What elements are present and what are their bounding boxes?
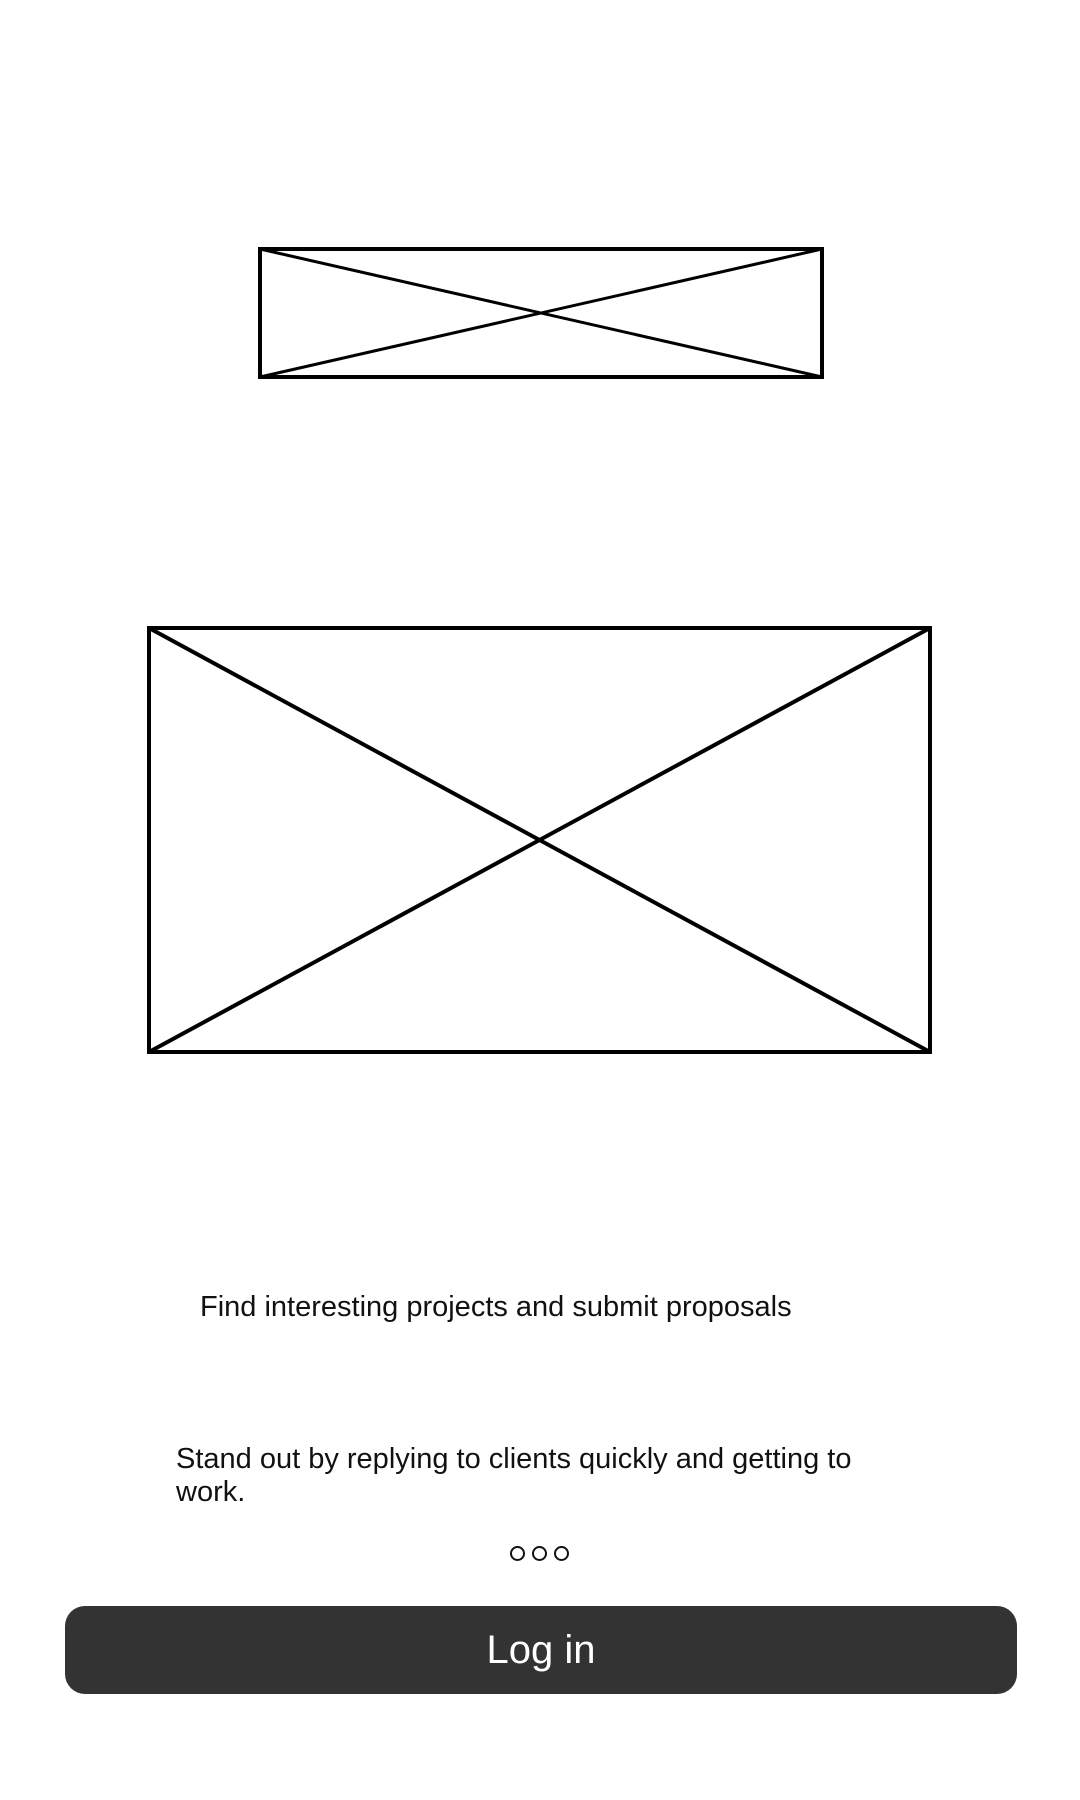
login-button[interactable]: Log in	[65, 1606, 1017, 1694]
page-indicator[interactable]	[510, 1543, 569, 1563]
page-indicator-dot[interactable]	[510, 1545, 525, 1561]
onboarding-subtext: Stand out by replying to clients quickly…	[176, 1443, 852, 1508]
page-indicator-dot[interactable]	[554, 1545, 569, 1561]
onboarding-headline: Find interesting projects and submit pro…	[200, 1291, 792, 1323]
logo-image-placeholder	[258, 247, 824, 379]
page-indicator-dot[interactable]	[532, 1545, 547, 1561]
hero-image-placeholder	[147, 626, 932, 1054]
